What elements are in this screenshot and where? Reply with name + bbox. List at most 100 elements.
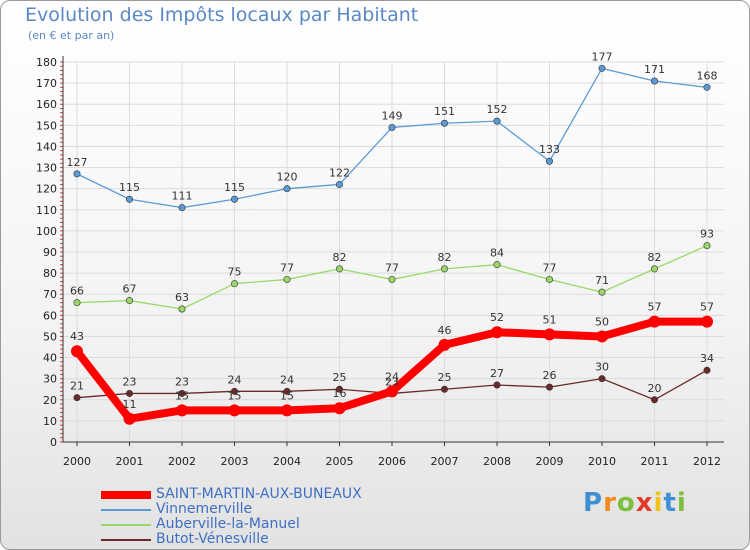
data-labels: 43 11 15 15 15 16 24 46 52 51 50 57 57 127 115 111 115 12… bbox=[67, 50, 718, 410]
data-point bbox=[126, 389, 134, 397]
legend-swatch bbox=[101, 491, 151, 499]
grid-lines bbox=[63, 61, 724, 443]
data-point bbox=[491, 326, 503, 339]
x-tick-label: 2005 bbox=[326, 455, 354, 468]
data-label: 25 bbox=[438, 371, 452, 384]
legend-swatch bbox=[101, 509, 151, 511]
data-label: 24 bbox=[280, 373, 294, 386]
data-point bbox=[650, 265, 658, 273]
x-tick-label: 2004 bbox=[273, 455, 301, 468]
data-point bbox=[703, 83, 711, 91]
data-label: 82 bbox=[648, 251, 662, 264]
data-point bbox=[701, 315, 713, 328]
data-label: 15 bbox=[280, 389, 294, 402]
data-point bbox=[283, 275, 291, 283]
y-tick-label: 50 bbox=[43, 330, 57, 343]
data-label: 115 bbox=[119, 181, 140, 194]
logo-letter: t bbox=[663, 488, 677, 518]
legend-label: Vinnemerville bbox=[156, 501, 253, 517]
data-label: 25 bbox=[333, 371, 347, 384]
data-point bbox=[73, 170, 81, 178]
y-tick-label: 180 bbox=[36, 56, 57, 69]
data-point bbox=[650, 77, 658, 85]
y-tick-label: 100 bbox=[36, 225, 57, 238]
data-label: 93 bbox=[700, 228, 714, 241]
data-point bbox=[335, 385, 343, 393]
data-point bbox=[388, 123, 396, 131]
axes: 0 10 20 30 40 50 60 70 80 90 100 110 120 130 140 150 160… bbox=[36, 56, 724, 468]
data-label: 30 bbox=[595, 361, 609, 374]
x-tick-label: 2008 bbox=[483, 455, 511, 468]
data-point bbox=[440, 265, 448, 273]
y-tick-label: 170 bbox=[36, 77, 57, 90]
logo-letter: i bbox=[653, 488, 664, 518]
x-tick-label: 2000 bbox=[63, 455, 91, 468]
y-tick-label: 150 bbox=[36, 119, 57, 132]
x-tick-label: 2003 bbox=[221, 455, 249, 468]
data-label: 84 bbox=[490, 247, 504, 260]
data-point bbox=[231, 195, 239, 203]
data-label: 115 bbox=[224, 181, 245, 194]
data-point bbox=[335, 265, 343, 273]
data-label: 149 bbox=[382, 109, 403, 122]
data-point bbox=[596, 330, 608, 343]
data-label: 133 bbox=[539, 143, 560, 156]
data-point bbox=[493, 117, 501, 125]
x-tick-label: 2009 bbox=[536, 455, 564, 468]
y-tick-label: 70 bbox=[43, 288, 57, 301]
data-label: 151 bbox=[434, 105, 455, 118]
data-point bbox=[388, 275, 396, 283]
data-label: 52 bbox=[490, 311, 504, 324]
data-point bbox=[543, 328, 556, 341]
y-tick-label: 40 bbox=[43, 352, 57, 365]
data-label: 171 bbox=[644, 63, 665, 76]
data-label: 43 bbox=[70, 330, 84, 343]
data-point bbox=[493, 381, 501, 389]
logo-letter: r bbox=[603, 488, 617, 518]
data-label: 63 bbox=[175, 291, 189, 304]
data-point bbox=[545, 157, 553, 165]
data-point bbox=[73, 394, 81, 402]
data-label: 67 bbox=[123, 283, 137, 296]
data-label: 66 bbox=[70, 285, 84, 298]
data-point bbox=[281, 404, 293, 417]
data-point bbox=[598, 64, 606, 72]
data-label: 177 bbox=[592, 50, 613, 63]
data-label: 15 bbox=[175, 389, 189, 402]
data-label: 71 bbox=[595, 274, 609, 287]
data-point bbox=[178, 204, 186, 212]
data-point bbox=[650, 396, 658, 404]
data-label: 26 bbox=[543, 369, 557, 382]
data-point bbox=[231, 387, 239, 395]
x-tick-label: 2012 bbox=[693, 455, 721, 468]
data-point bbox=[178, 389, 186, 397]
y-tick-label: 60 bbox=[43, 309, 57, 322]
y-tick-label: 10 bbox=[43, 415, 57, 428]
y-tick-label: 80 bbox=[43, 267, 57, 280]
data-point bbox=[703, 366, 711, 374]
chart-title: Evolution des Impôts locaux par Habitant bbox=[25, 4, 419, 26]
data-point bbox=[598, 375, 606, 383]
data-label: 11 bbox=[123, 398, 137, 411]
data-label: 16 bbox=[333, 387, 347, 400]
data-point bbox=[545, 383, 553, 391]
data-point bbox=[123, 412, 136, 425]
data-label: 20 bbox=[648, 382, 662, 395]
data-point bbox=[440, 385, 448, 393]
data-point bbox=[283, 185, 291, 193]
legend-label: Auberville-la-Manuel bbox=[156, 516, 300, 532]
data-label: 77 bbox=[543, 261, 557, 274]
data-label: 57 bbox=[700, 301, 714, 314]
data-label: 24 bbox=[385, 370, 399, 383]
y-tick-label: 160 bbox=[36, 98, 57, 111]
data-label: 120 bbox=[277, 171, 298, 184]
y-tick-label: 140 bbox=[36, 140, 57, 153]
data-label: 82 bbox=[333, 251, 347, 264]
data-label: 24 bbox=[228, 373, 242, 386]
data-point bbox=[71, 345, 83, 358]
data-label: 23 bbox=[175, 375, 189, 388]
data-label: 152 bbox=[487, 103, 508, 116]
data-point bbox=[73, 299, 81, 307]
data-label: 111 bbox=[172, 190, 193, 203]
y-tick-label: 0 bbox=[50, 436, 57, 449]
